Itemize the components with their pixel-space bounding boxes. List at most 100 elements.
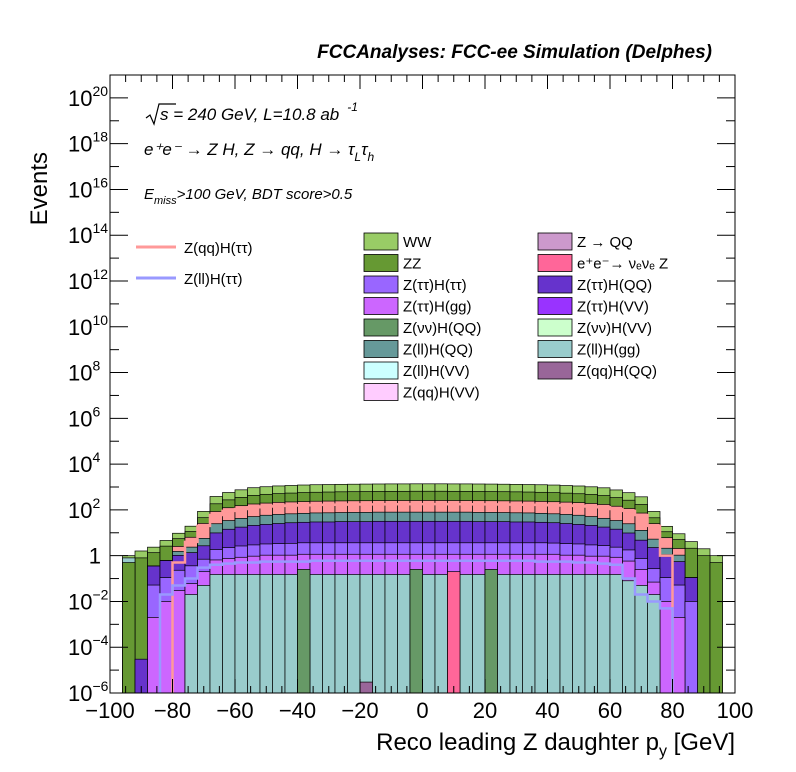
bar-z-ll-h-gg-bin-30: [497, 574, 511, 694]
bar-z-ll-h-gg-bin-6: [197, 585, 211, 694]
y-tick-label: 1018: [68, 129, 108, 157]
y-tick-label: 104: [68, 449, 100, 477]
chart-header: FCCAnalyses: FCC-ee Simulation (Delphes): [317, 42, 712, 63]
bar-z-ll-h-gg-bin-17: [334, 574, 348, 694]
y-tick-label: 108: [68, 358, 100, 386]
y-tick-label: 102: [68, 495, 100, 523]
y-tick-label: 10−6: [68, 678, 109, 706]
y-tick-label: 106: [68, 403, 100, 431]
bar-z-qq-h-qq-spike-4: [359, 681, 373, 694]
y-tick-label: 1010: [68, 312, 108, 340]
y-tick-label: 1012: [68, 266, 108, 294]
bar-e-e-z-spike-3: [447, 571, 461, 694]
axes: −100 −80 −60 −40 −20 0 20 40 60 80 100 1020 1018 1016…: [68, 74, 754, 723]
legend-swatch-z-h-vv: [537, 297, 573, 315]
legend: Z(qq)H(ττ) Z(ll)H(ττ) WW Z → QQ ZZ e⁺e⁻→ νₑνₑ…: [136, 232, 668, 402]
bar-z-ll-h-gg-bin-24: [422, 574, 436, 694]
legend-swatch-z-h: [363, 275, 399, 294]
bar-z-h-gg-bin-3: [159, 601, 173, 694]
bar-z-ll-h-gg-bin-10: [247, 574, 261, 694]
bar-z-h-qq-spike-0: [297, 569, 311, 694]
legend-label-z-qq: Z → QQ: [577, 234, 633, 251]
x-tick-label: −100: [85, 698, 135, 723]
legend-swatch-z-h-qq: [537, 275, 573, 294]
bar-z-ll-h-gg-bin-36: [572, 574, 586, 694]
bar-z-ll-h-gg-bin-42: [647, 594, 661, 694]
bar-z-h-qq-spike-1: [409, 569, 423, 694]
legend-swatch-z-h-gg: [363, 297, 399, 315]
legend-swatch-z-ll-h-gg: [537, 340, 573, 358]
svg-text:e⁺e⁻ → Z H, Z → qq, H → τLτh: e⁺e⁻ → Z H, Z → qq, H → τLτh: [144, 140, 374, 164]
bar-z-ll-h-gg-bin-13: [284, 574, 298, 694]
bar-z-h-qq-spike-2: [484, 569, 498, 694]
bar-z-ll-h-gg-bin-22: [397, 574, 411, 694]
bar-z-ll-h-gg-bin-15: [309, 574, 323, 694]
legend-swatch-z-ll-h-qq: [363, 340, 399, 358]
bar-z-ll-h-gg-bin-27: [459, 574, 473, 694]
bar-z-ll-h-gg-bin-28: [472, 574, 486, 694]
legend-swatch-zz: [363, 254, 399, 272]
legend-label-z-qq-h-qq: Z(qq)H(QQ): [577, 363, 657, 380]
bar-z-ll-h-gg-bin-21: [384, 574, 398, 694]
y-tick-label: 1016: [68, 174, 108, 202]
legend-swatch-z-qq-h-qq: [537, 361, 573, 380]
line-z-ll-h: [158, 559, 674, 693]
bar-z-ll-h-gg-bin-38: [597, 574, 611, 694]
legend-swatch-z-h-qq: [363, 318, 399, 337]
legend-label-z-h-vv: Z(νν)H(VV): [577, 320, 652, 337]
bar-z-ll-h-gg-bin-9: [234, 574, 248, 694]
x-tick-label: −20: [341, 698, 378, 723]
legend-label-z-qq-h-vv: Z(qq)H(VV): [403, 385, 480, 402]
x-tick-label: −40: [279, 698, 316, 723]
bar-z-ll-h-gg-bin-41: [634, 585, 648, 694]
bar-z-ll-h-gg-bin-16: [322, 574, 336, 694]
bar-zz-spike-6: [122, 562, 136, 694]
y-tick-label: 1014: [68, 220, 108, 248]
bar-z-h-gg-bin-2: [147, 617, 161, 694]
legend-label-z-ll-h-vv: Z(ll)H(VV): [403, 363, 470, 380]
x-tick-label: −60: [216, 698, 253, 723]
bar-z-ll-h-gg-bin-37: [584, 574, 598, 694]
legend-label-z-ll-h-gg: Z(ll)H(gg): [577, 342, 640, 359]
bar-zz-bin-46: [697, 555, 711, 694]
x-tick-label: 0: [416, 698, 428, 723]
y-axis-title: Events: [26, 152, 53, 225]
x-tick-label: 100: [717, 698, 754, 723]
bar-z-h-gg-bin-43: [659, 601, 673, 694]
bar-z-h-bin-45: [684, 601, 698, 694]
annotation-process: e⁺e⁻ → Z H, Z → qq, H → τLτh: [144, 140, 374, 164]
legend-swatch-z-ll-h-vv: [363, 361, 399, 380]
bar-z-ll-h-gg-bin-20: [372, 574, 386, 694]
bar-z-ll-h-gg-bin-39: [609, 574, 623, 694]
line-z-qq-h: [171, 502, 674, 693]
bar-z-ll-h-gg-bin-33: [534, 574, 548, 694]
legend-label-z-h-gg: Z(ττ)H(gg): [403, 299, 472, 316]
legend-swatch-z-qq-h-vv: [363, 383, 399, 401]
x-tick-label: 40: [535, 698, 559, 723]
bar-z-ll-h-gg-bin-31: [509, 574, 523, 694]
bar-zz-bin-47: [709, 562, 723, 694]
legend-label-e-e-z: e⁺e⁻→ νₑνₑ Z: [577, 256, 668, 273]
legend-label-z-qq-h: Z(qq)H(ττ): [184, 240, 253, 257]
y-tick-label: 10−4: [68, 632, 109, 660]
svg-text:Emiss>100 GeV, BDT score>0.5: Emiss>100 GeV, BDT score>0.5: [144, 186, 353, 207]
bar-z-ll-h-gg-bin-12: [272, 574, 286, 694]
x-tick-label: 20: [473, 698, 497, 723]
bar-z-ll-h-gg-bin-7: [209, 574, 223, 694]
bar-z-h-gg-bin-44: [672, 617, 686, 694]
bar-z-ll-h-gg-bin-19: [359, 574, 373, 694]
legend-label-z-h-qq: Z(νν)H(QQ): [403, 320, 481, 337]
bar-z-h-gg-bin-4: [172, 590, 186, 694]
x-tick-label: −80: [154, 698, 191, 723]
annotation-energy: s = 240 GeV, L=10.8 ab -1: [145, 100, 358, 126]
overlay-lines: [158, 502, 674, 693]
x-tick-label: 60: [598, 698, 622, 723]
legend-label-z-ll-h: Z(ll)H(ττ): [184, 271, 243, 288]
x-axis-title: Reco leading Z daughter py [GeV]: [376, 729, 735, 760]
legend-label-z-h-qq: Z(ττ)H(QQ): [577, 277, 652, 294]
y-tick-label: 1: [89, 544, 101, 569]
bar-z-ll-h-gg-bin-18: [347, 574, 361, 694]
legend-swatch-z-qq: [537, 232, 573, 251]
bar-z-ll-h-gg-bin-32: [522, 574, 536, 694]
svg-text:s = 240 GeV, L=10.8 ab-1: s = 240 GeV, L=10.8 ab -1: [160, 100, 358, 124]
